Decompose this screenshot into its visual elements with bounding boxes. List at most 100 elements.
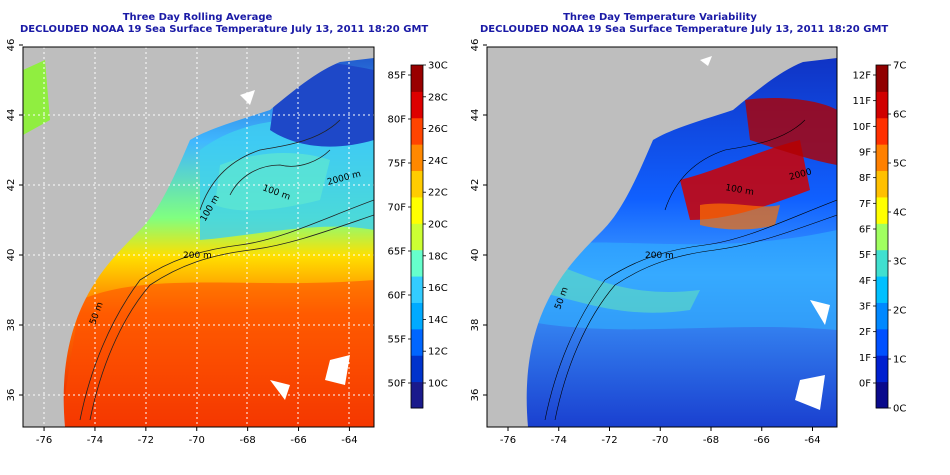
right-colorbar-swatch (876, 144, 888, 172)
left-colorbar-f-label: 75F (388, 159, 407, 170)
left-colorbar-c-label: 28C (428, 92, 448, 103)
right-colorbar-f-label: 7F (859, 199, 871, 210)
right-colorbar-c-label: 3C (893, 257, 906, 268)
left-colorbar-swatch (411, 276, 423, 303)
left-colorbar-swatch (411, 328, 423, 356)
left-lat-tick-label: 42 (6, 179, 17, 192)
right-lon-tick-label: -72 (601, 435, 617, 446)
left-colorbar-c-label: 10C (428, 379, 448, 390)
left-contour-label: 200 m (183, 251, 212, 261)
right-lon-tick-label: -70 (652, 435, 668, 446)
left-colorbar-f-label: 70F (388, 203, 407, 214)
right-lat-tick-label: 46 (470, 39, 481, 52)
right-colorbar-f-label: 9F (859, 148, 871, 159)
left-colorbar-c-label: 18C (428, 251, 448, 262)
left-lon-tick-label: -74 (87, 435, 103, 446)
left-colorbar-c-label: 30C (428, 61, 448, 72)
right-colorbar-swatch (876, 196, 888, 224)
left-colorbar-swatch (411, 355, 423, 383)
left-colorbar-c-label: 14C (428, 315, 448, 326)
left-bathymetry-contours (79, 119, 374, 421)
right-colorbar-f-label: 4F (859, 276, 871, 287)
left-colorbar-f-label: 85F (388, 71, 407, 82)
left-lon-tick-label: -76 (36, 435, 52, 446)
left-colorbar-swatch (411, 117, 423, 145)
right-colorbar-swatch (876, 328, 888, 356)
right-lon-tick-label: -76 (500, 435, 516, 446)
left-colorbar-f-label: 60F (388, 291, 407, 302)
right-colorbar-f-label: 6F (859, 225, 871, 236)
right-colorbar-c-label: 5C (893, 159, 906, 170)
left-lat-tick-label: 36 (6, 389, 17, 402)
right-colorbar-swatch (876, 170, 888, 198)
left-graticule (23, 47, 374, 427)
right-lat-tick-label: 44 (470, 109, 481, 122)
left-map-frame (22, 46, 375, 428)
left-colorbar-swatch (411, 223, 423, 251)
left-colorbar-c-label: 20C (428, 220, 448, 231)
left-map-panel (23, 47, 374, 427)
left-colorbar-f-label: 65F (388, 247, 407, 258)
right-colorbar-c-label: 4C (893, 208, 906, 219)
left-lat-tick-label: 38 (6, 319, 17, 332)
left-colorbar-swatch (411, 170, 423, 198)
left-colorbar-c-label: 24C (428, 156, 448, 167)
right-colorbar-swatch (876, 65, 888, 92)
left-colorbar-swatch (411, 381, 423, 409)
right-map-title: Three Day Temperature Variability (563, 12, 757, 23)
right-colorbar-swatch (876, 117, 888, 145)
left-colorbar-f-label: 80F (388, 115, 407, 126)
left-lat-tick-label: 40 (6, 249, 17, 262)
right-colorbar-swatch (876, 355, 888, 383)
left-colorbar-swatch (411, 249, 423, 277)
left-colorbar-swatch (411, 196, 423, 224)
right-colorbar-swatch (876, 249, 888, 277)
left-land-mass (23, 47, 374, 427)
right-bathymetry-contours (544, 119, 837, 421)
right-colorbar-c-label: 0C (893, 404, 906, 415)
right-lon-tick-label: -68 (703, 435, 719, 446)
right-colorbar-f-label: 12F (853, 71, 872, 82)
left-lon-tick-label: -70 (189, 435, 205, 446)
right-colorbar-f-label: 0F (859, 379, 871, 390)
left-lon-tick-label: -66 (290, 435, 306, 446)
right-colorbar-c-label: 6C (893, 110, 906, 121)
left-lon-tick-label: -72 (138, 435, 154, 446)
left-colorbar-c-label: 26C (428, 124, 448, 135)
right-lon-tick-label: -66 (754, 435, 770, 446)
right-colorbar-f-label: 8F (859, 173, 871, 184)
right-lon-tick-label: -64 (804, 435, 820, 446)
right-colorbar-swatch (876, 381, 888, 409)
left-map-title: Three Day Rolling Average (122, 12, 273, 23)
right-colorbar-swatch (876, 91, 888, 119)
right-colorbar-f-label: 2F (859, 327, 871, 338)
left-lat-tick-label: 44 (6, 109, 17, 122)
right-colorbar-swatch (876, 302, 888, 330)
right-contour-label: 200 m (645, 251, 674, 261)
right-map-panel (487, 47, 837, 427)
right-map-subtitle: DECLOUDED NOAA 19 Sea Surface Temperatur… (480, 24, 889, 35)
left-colorbar-f-label: 50F (388, 379, 407, 390)
right-lat-tick-label: 40 (470, 249, 481, 262)
left-colorbar: 50F 55F 60F 65F 70F 75F 80F 85F 10C 12C 14C 16C 18C 2… (388, 61, 448, 409)
right-colorbar: 0F 1F 2F 3F 4F 5F 6F 7F 8F 9F 10F 11F 12F 0C 1C 2C 3C 4C 5… (853, 61, 907, 415)
left-colorbar-swatch (411, 144, 423, 172)
left-colorbar-swatch (411, 91, 423, 119)
right-lon-tick-label: -74 (551, 435, 567, 446)
right-colorbar-f-label: 1F (859, 353, 871, 364)
right-colorbar-f-label: 11F (853, 96, 872, 107)
right-contour-label: 100 m (724, 183, 754, 198)
right-land-mass (487, 47, 837, 427)
right-lat-tick-label: 38 (470, 319, 481, 332)
right-lat-tick-label: 42 (470, 179, 481, 192)
right-map-frame (486, 46, 838, 428)
left-lon-tick-label: -64 (341, 435, 357, 446)
left-colorbar-f-label: 55F (388, 335, 407, 346)
left-colorbar-swatch (411, 302, 423, 330)
right-colorbar-c-label: 1C (893, 355, 906, 366)
left-map-subtitle: DECLOUDED NOAA 19 Sea Surface Temperatur… (20, 24, 429, 35)
left-colorbar-c-label: 12C (428, 347, 448, 358)
right-colorbar-c-label: 7C (893, 61, 906, 72)
right-colorbar-f-label: 3F (859, 302, 871, 313)
